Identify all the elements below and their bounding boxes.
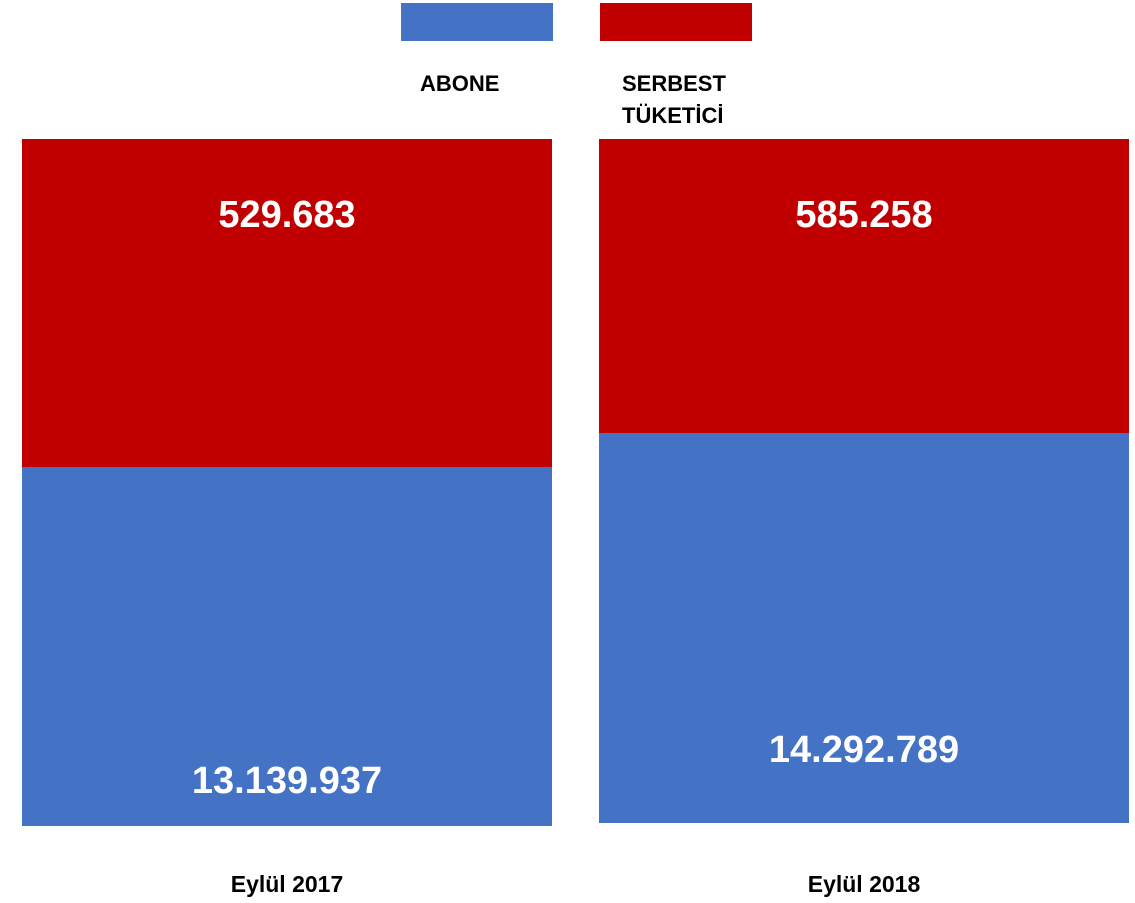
data-label-serbest-tuketici-2017: 529.683 <box>218 194 356 236</box>
bar-segment-serbest-tuketici-2018 <box>599 139 1129 433</box>
legend-label-serbest-tuketici-line-1: SERBEST <box>622 71 726 96</box>
legend-label-abone-line-1: ABONE <box>420 71 500 96</box>
category-label-2018: Eylül 2018 <box>807 871 921 897</box>
data-label-abone-2018: 14.292.789 <box>768 729 960 771</box>
data-label-serbest-tuketici-2018: 585.258 <box>795 194 933 236</box>
bar-segment-abone-2017 <box>22 467 552 826</box>
legend-label-serbest-tuketici: SERBEST TÜKETİCİ <box>622 68 774 132</box>
bar-segment-serbest-tuketici-2017 <box>22 139 552 467</box>
legend-swatch-serbest-tuketici <box>600 3 752 41</box>
legend-swatch-abone <box>401 3 553 41</box>
legend-label-abone: ABONE <box>420 68 572 100</box>
data-label-abone-2017: 13.139.937 <box>191 760 383 802</box>
category-label-2017: Eylül 2017 <box>230 871 344 897</box>
legend-label-serbest-tuketici-line-2: TÜKETİCİ <box>622 103 724 128</box>
bar-segment-abone-2018 <box>599 433 1129 823</box>
